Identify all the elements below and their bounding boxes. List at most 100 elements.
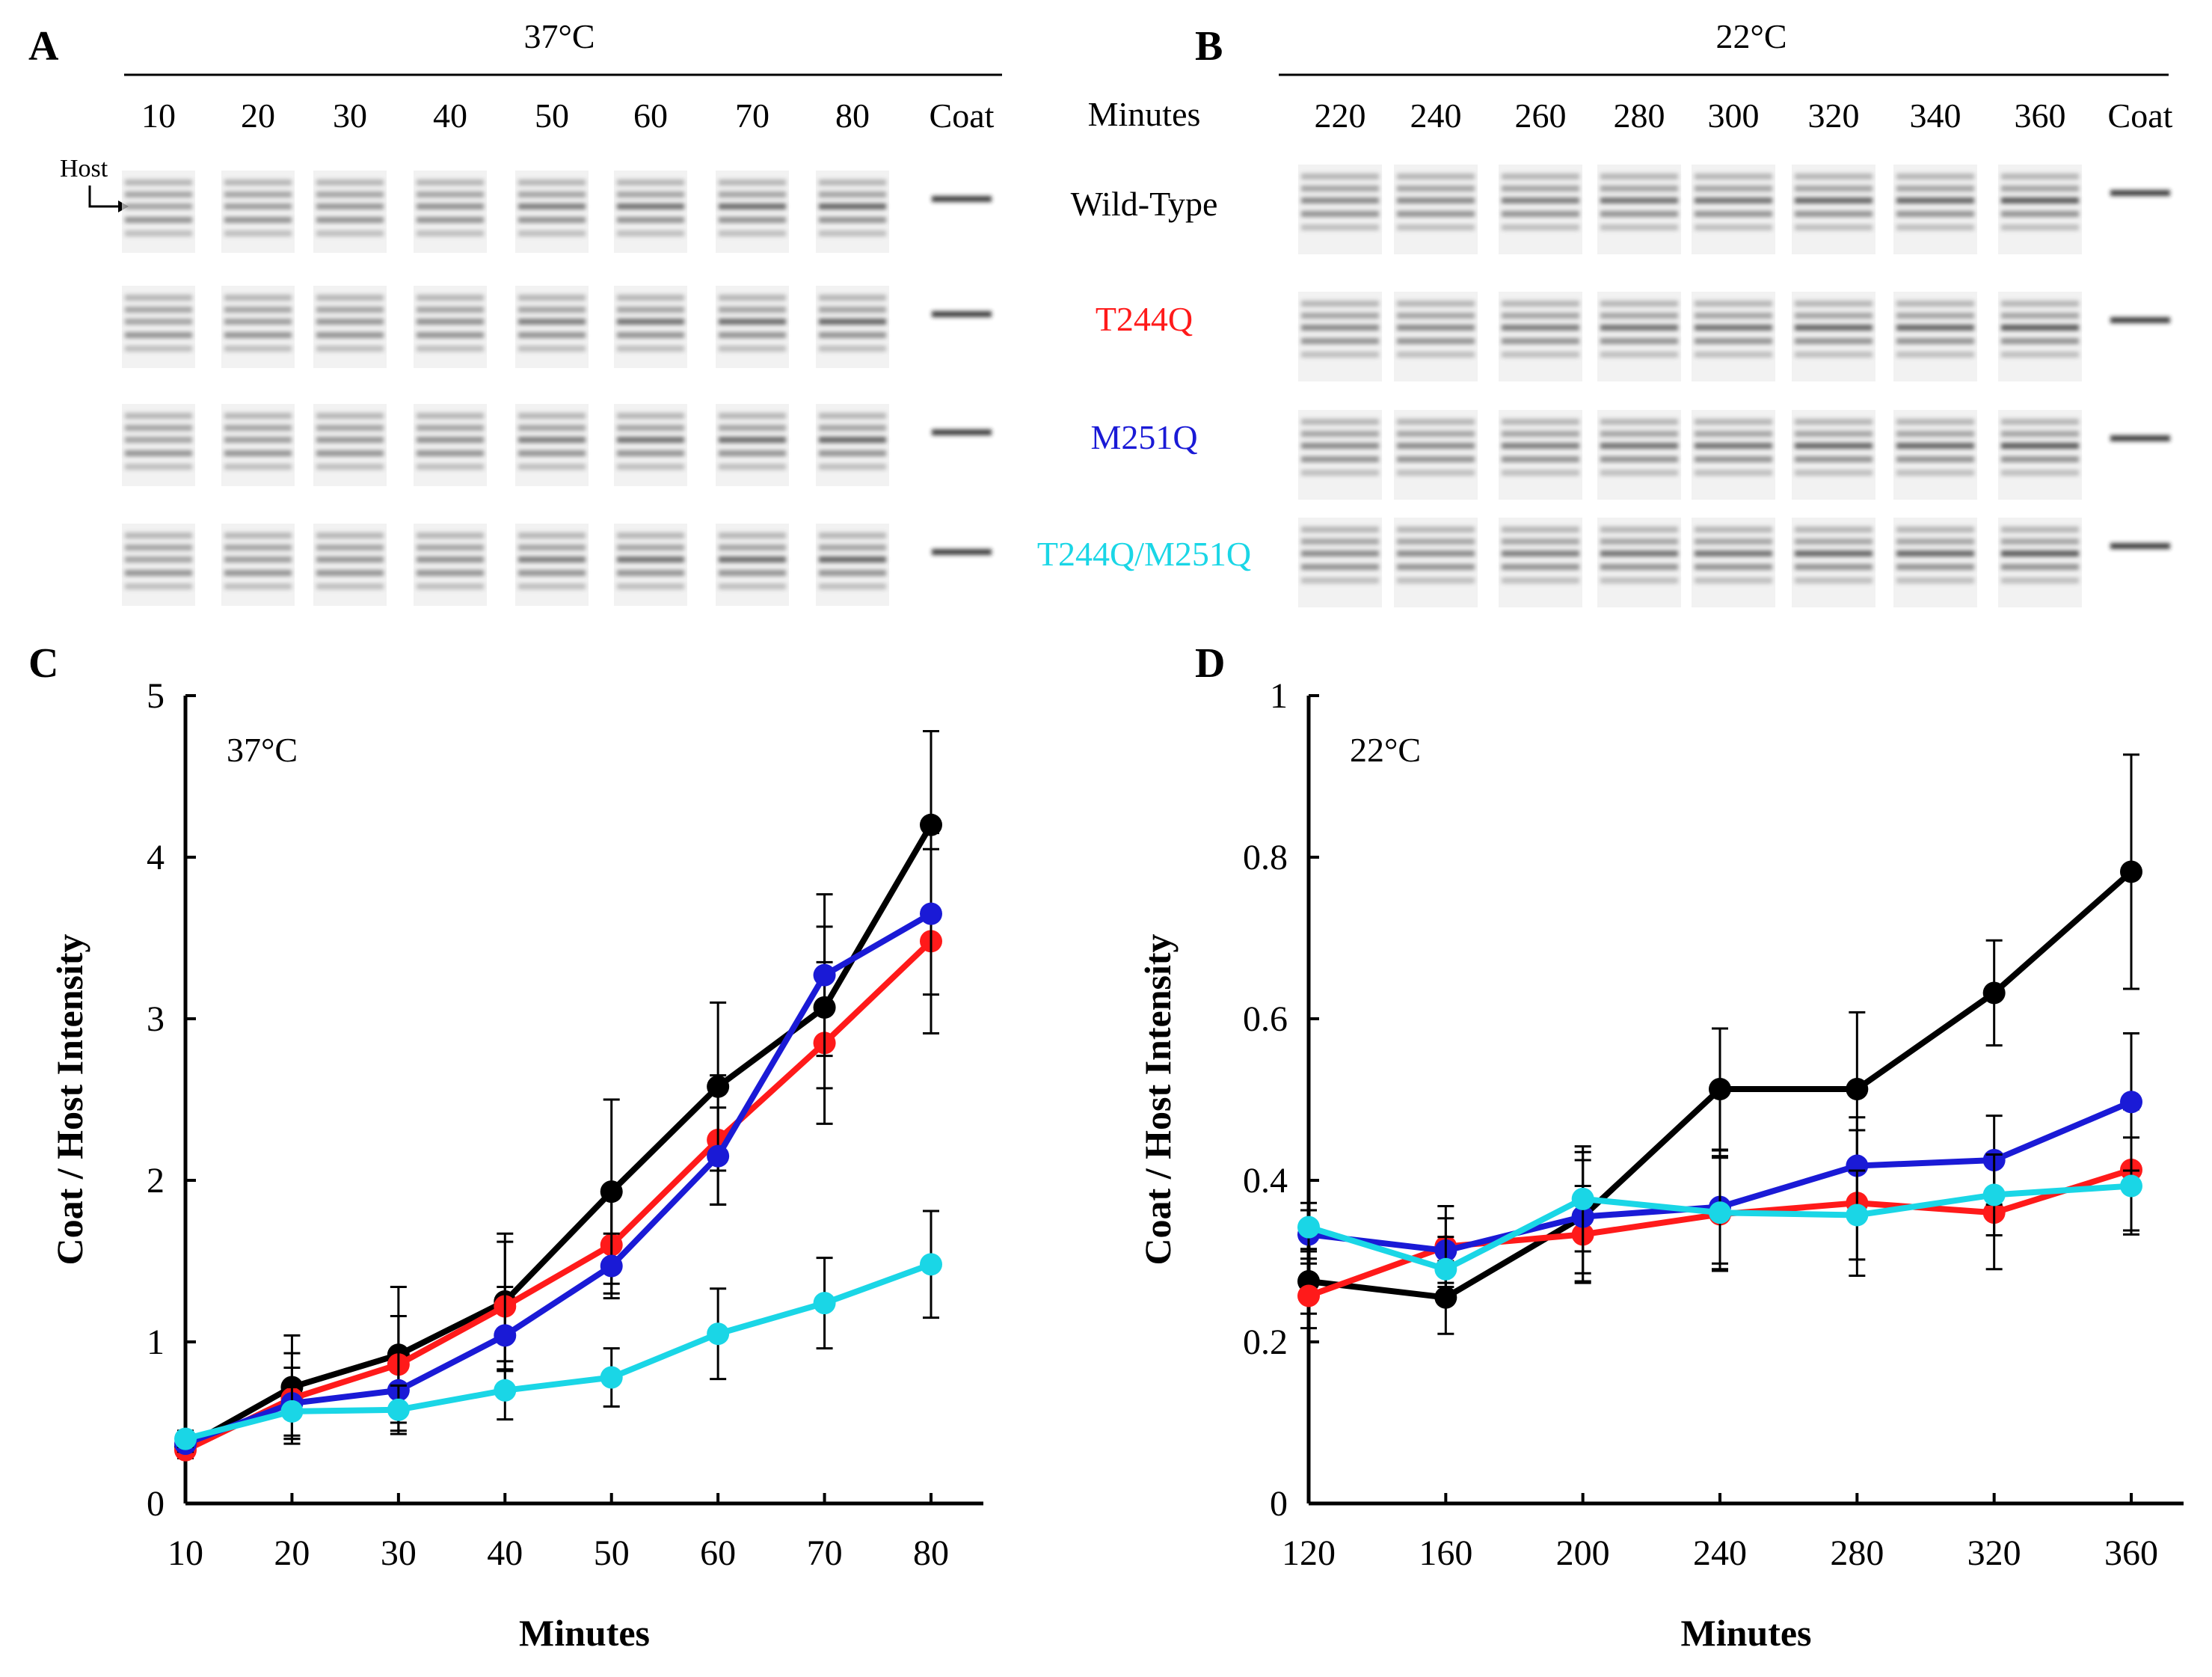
gel-band [2001,325,2079,331]
data-point [2120,1174,2142,1198]
gel-band [1301,527,1379,533]
y-tick-label: 1 [147,1322,165,1362]
gel-band [819,533,886,539]
gel-band [417,191,484,197]
gel-band [1600,325,1678,331]
gel-band [224,570,292,576]
gel-band [316,191,384,197]
gel-band [1896,470,1974,476]
gel-band [819,191,886,197]
gel-band [617,437,684,443]
gel-band [1397,197,1475,203]
gel-a-lane-3: 40 [433,96,467,135]
gel-band [719,203,786,209]
data-point [1982,1183,2006,1207]
gel-band [125,346,192,352]
gel-band [2001,301,2079,307]
gel-band [316,425,384,431]
gel-band [617,570,684,576]
gel-band [819,295,886,301]
y-tick-label: 0.8 [1243,838,1288,877]
gel-band [1301,224,1379,230]
gel-band [617,464,684,470]
gel-band [1502,313,1579,319]
gel-band [1397,564,1475,570]
gel-band [1896,313,1974,319]
gel-band [819,217,886,223]
gel-band [417,295,484,301]
data-point [2120,860,2142,883]
gel-band [617,545,684,551]
gel-band [224,557,292,562]
gel-band [1600,551,1678,557]
gel-band [1896,211,1974,217]
gel-band [2001,174,2079,180]
gel-band [125,203,192,209]
gel-band [316,545,384,551]
series-line [184,939,933,1453]
gel-band [417,203,484,209]
gel-band [224,203,292,209]
gel-band [617,295,684,301]
x-tick-label: 30 [381,1533,417,1573]
chart-c: 0 1 2 3 4 5 10 20 30 40 50 60 70 80 Minutes Coat / Host… [49,676,983,1654]
gel-band [518,413,586,419]
gel-band [1896,186,1974,191]
gel-band [1502,456,1579,462]
gel-band [1397,419,1475,425]
data-point [1846,1077,1869,1100]
gel-band [1600,577,1678,583]
gel-band [125,533,192,539]
gel-band [1795,577,1872,583]
gel-band [125,191,192,197]
gel-band [1695,211,1772,217]
gel-band [316,437,384,443]
gel-band [1397,551,1475,557]
gel-band [2001,431,2079,437]
gel-band [518,545,586,551]
gel-band [417,437,484,443]
gel-band [316,180,384,186]
gel-a-lane-8: Coat [930,96,995,135]
gel-band [1397,301,1475,307]
gel-band [1795,224,1872,230]
data-point [600,1366,623,1389]
gel-band [719,464,786,470]
gel-band [1695,539,1772,545]
gel-band [125,230,192,236]
y-tick-label: 5 [147,676,165,716]
gel-band [1600,564,1678,570]
gel-coat-band [932,549,992,555]
gel-band [1502,325,1579,331]
x-tick-label: 60 [700,1533,736,1573]
gel-band [1795,551,1872,557]
gel-band [125,545,192,551]
gel-band [1397,470,1475,476]
gel-band [819,307,886,313]
gel-band [1600,443,1678,449]
gel-band [224,217,292,223]
gel-band [1502,577,1579,583]
gel-band [224,180,292,186]
gel-band [1600,456,1678,462]
gel-band [1695,564,1772,570]
gel-band [617,180,684,186]
gel-coat-band [932,196,992,202]
gel-b-lane-6: 340 [1910,96,1961,135]
gel-band [719,332,786,338]
series-line [184,911,933,1447]
gel-band [1397,527,1475,533]
gel-band [719,425,786,431]
gel-band [1600,301,1678,307]
gel-band [316,295,384,301]
gel-band [316,203,384,209]
gel-band [617,346,684,352]
x-tick-label: 200 [1556,1533,1610,1573]
gel-band [224,545,292,551]
data-point [920,902,942,925]
gel-band [1301,470,1379,476]
y-axis-title: Coat / Host Intensity [49,933,90,1265]
gel-band [1695,431,1772,437]
gel-band [1600,224,1678,230]
